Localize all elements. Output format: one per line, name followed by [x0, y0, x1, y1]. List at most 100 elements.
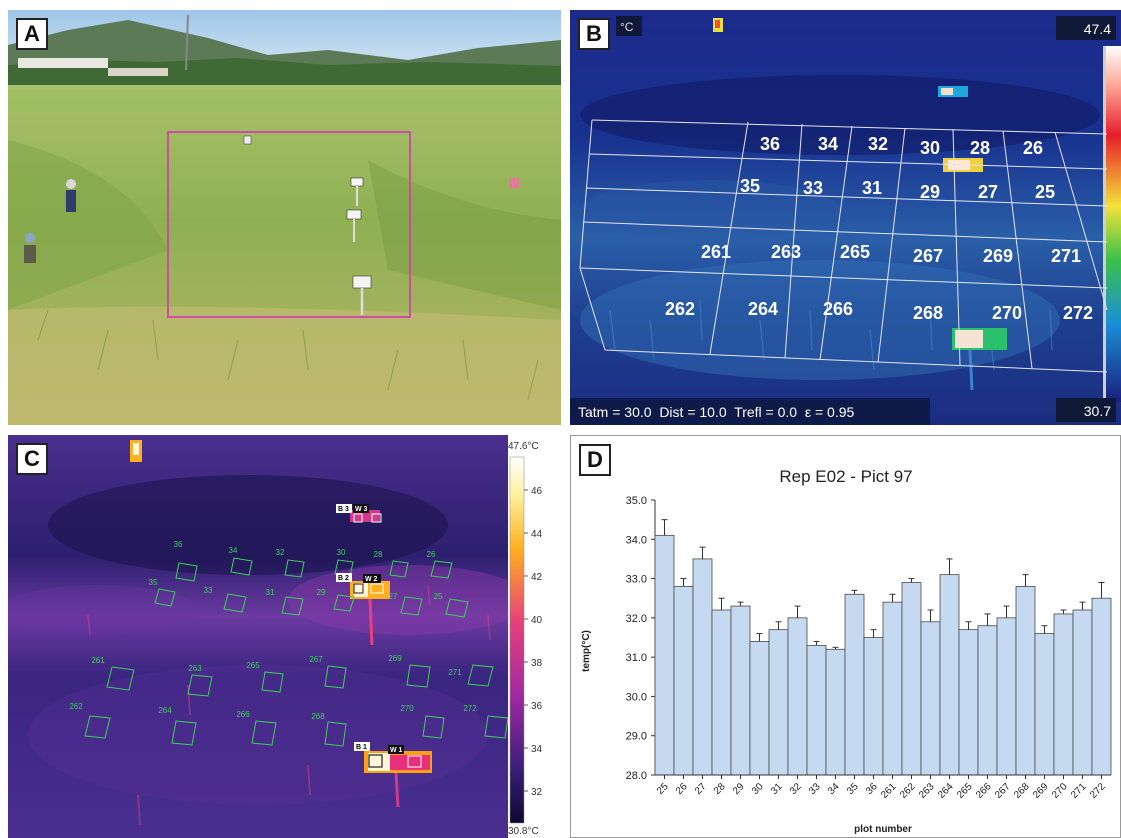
y-tick-label: 31.0	[626, 652, 647, 664]
scale-max-c: 47.6°C	[508, 441, 539, 452]
x-tick-label: 33	[807, 781, 823, 797]
plot-label-c-36: 36	[174, 540, 183, 549]
bar	[901, 582, 922, 776]
plot-label-b-25: 25	[1035, 182, 1055, 202]
bar-series	[654, 519, 1112, 776]
thermal-scale-min: 30.7	[1084, 403, 1111, 419]
panel-c-thermal-roi: 36 34 32 30 28 26 35 33 31 29 27 25 261 …	[8, 435, 561, 838]
plot-label-c-27: 27	[389, 592, 398, 601]
plot-label-b-264: 264	[748, 299, 778, 319]
plot-label-c-34: 34	[229, 546, 238, 555]
plot-label-c-261: 261	[91, 656, 105, 665]
bar	[825, 648, 846, 776]
x-axis-label: plot number	[854, 824, 912, 835]
x-tick-label: 28	[712, 781, 728, 797]
plot-label-c-26: 26	[427, 550, 436, 559]
plot-label-c-33: 33	[204, 586, 213, 595]
bar	[692, 558, 713, 776]
x-tick-label: 32	[788, 781, 804, 797]
panel-b-letter: B	[578, 18, 610, 50]
region-box	[167, 131, 411, 318]
thermal-color-scale-c	[509, 456, 525, 824]
y-tick-label: 35.0	[626, 495, 647, 507]
x-tick-label: 29	[731, 781, 747, 797]
plot-label-b-26: 26	[1023, 138, 1043, 158]
plot-label-b-31: 31	[862, 178, 882, 198]
camera-parameters: Tatm = 30.0 Dist = 10.0 Trefl = 0.0 ε = …	[578, 404, 854, 420]
scale-tick-42: 42	[531, 572, 543, 583]
x-tick-label: 267	[993, 781, 1013, 801]
bar	[768, 629, 789, 776]
plot-label-c-268: 268	[311, 712, 325, 721]
bar	[1091, 597, 1112, 776]
x-tick-label: 265	[955, 781, 975, 801]
roi-label-b1: B 1	[356, 744, 367, 751]
bar	[654, 534, 675, 776]
x-tick-label: 26	[674, 781, 690, 797]
plot-label-b-271: 271	[1051, 246, 1081, 266]
x-tick-label: 35	[845, 781, 861, 797]
bar	[1034, 633, 1055, 776]
plot-label-c-32: 32	[276, 548, 285, 557]
x-tick-label: 263	[917, 781, 937, 801]
thermal-scale-max: 47.4	[1084, 21, 1111, 37]
x-tick-label: 272	[1088, 781, 1108, 801]
plot-label-c-272: 272	[463, 704, 477, 713]
x-tick-label: 269	[1031, 781, 1051, 801]
x-tick-label: 264	[936, 781, 956, 801]
plot-label-b-34: 34	[818, 134, 838, 154]
x-tick-label: 266	[974, 781, 994, 801]
bar	[920, 621, 941, 776]
x-tick-label: 261	[879, 781, 899, 801]
scale-min-c: 30.8°C	[508, 826, 539, 837]
plot-label-c-263: 263	[188, 664, 202, 673]
plot-label-c-35: 35	[149, 578, 158, 587]
plot-label-b-263: 263	[771, 242, 801, 262]
plot-label-b-33: 33	[803, 178, 823, 198]
plot-label-c-31: 31	[266, 588, 275, 597]
plot-label-b-265: 265	[840, 242, 870, 262]
y-tick-label: 29.0	[626, 731, 647, 743]
plot-label-b-27: 27	[978, 182, 998, 202]
x-tick-label: 271	[1069, 781, 1089, 801]
bar	[882, 601, 903, 776]
y-tick-label: 33.0	[626, 574, 647, 586]
plot-label-b-36: 36	[760, 134, 780, 154]
field-photo	[8, 10, 561, 425]
bar	[749, 641, 770, 776]
x-tick-label: 31	[769, 781, 785, 797]
x-tick-label: 262	[898, 781, 918, 801]
plot-label-b-272: 272	[1063, 303, 1093, 323]
plot-label-c-270: 270	[400, 704, 414, 713]
roi-label-b2: B 2	[338, 575, 349, 582]
plot-label-c-262: 262	[69, 702, 83, 711]
y-tick-label: 32.0	[626, 613, 647, 625]
plot-label-b-266: 266	[823, 299, 853, 319]
x-tick-label: 36	[864, 781, 880, 797]
roi-polygons	[84, 557, 509, 747]
plot-label-c-30: 30	[337, 548, 346, 557]
bar	[806, 644, 827, 776]
bar	[844, 593, 865, 776]
plot-label-b-261: 261	[701, 242, 731, 262]
temperature-bar-chart: Rep E02 - Pict 97 temp(°C) plot number 2…	[581, 467, 1112, 835]
bar	[1072, 609, 1093, 776]
bar	[863, 637, 884, 776]
bar	[977, 625, 998, 776]
roi-label-w1: W 1	[390, 747, 403, 754]
thermal-unit-label: °C	[620, 20, 634, 34]
plot-label-b-35: 35	[740, 176, 760, 196]
panel-a-field-photo: A	[8, 10, 561, 425]
scale-tick-44: 44	[531, 529, 543, 540]
bar	[711, 609, 732, 776]
thermal-color-scale	[1106, 46, 1121, 402]
plot-label-c-269: 269	[388, 654, 402, 663]
scale-tick-32: 32	[531, 787, 543, 798]
plot-label-b-28: 28	[970, 138, 990, 158]
plot-label-b-270: 270	[992, 303, 1022, 323]
plot-label-c-28: 28	[374, 550, 383, 559]
bar	[939, 574, 960, 776]
plot-label-c-267: 267	[309, 655, 323, 664]
x-tick-label: 25	[655, 781, 671, 797]
x-tick-label: 27	[693, 781, 709, 797]
